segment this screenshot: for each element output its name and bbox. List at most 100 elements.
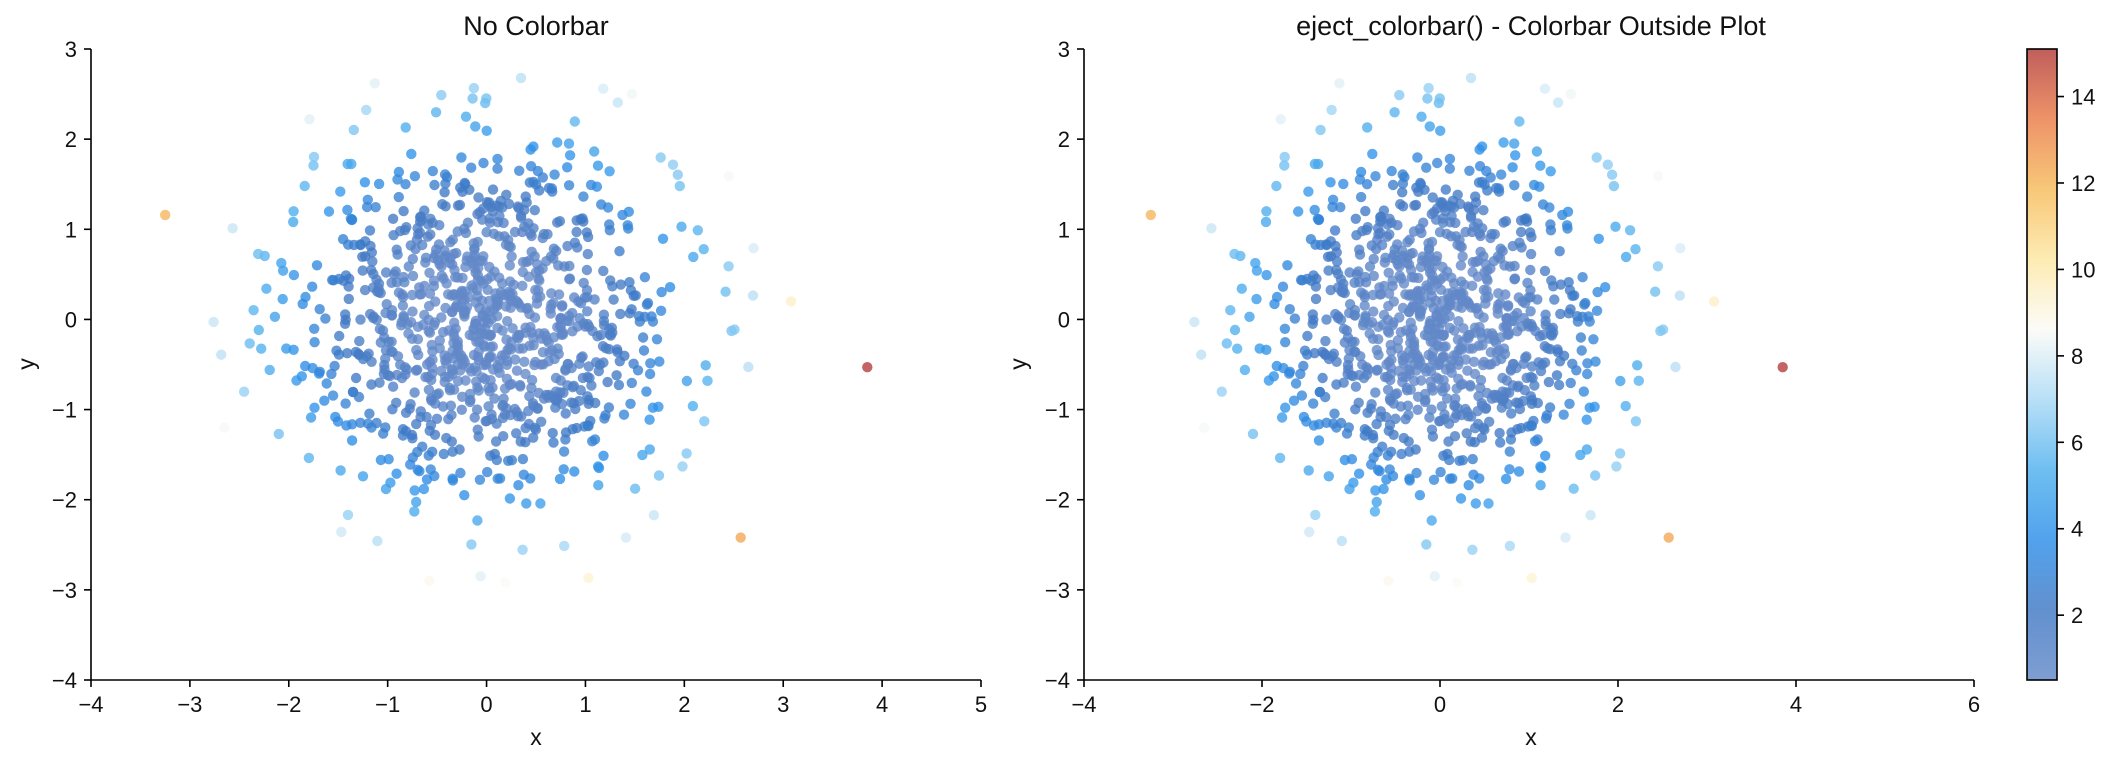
scatter-point — [1591, 305, 1603, 316]
scatter-point — [1476, 141, 1488, 152]
scatter-point — [481, 93, 492, 104]
scatter-point — [1509, 260, 1520, 272]
scatter-point — [1279, 160, 1290, 171]
scatter-point — [560, 434, 571, 445]
scatter-point — [359, 284, 371, 296]
scatter-point — [372, 535, 383, 547]
scatter-point — [667, 159, 679, 170]
scatter-point — [1674, 290, 1686, 301]
scatter-point — [380, 307, 391, 319]
scatter-point — [348, 124, 359, 136]
scatter-point — [1652, 261, 1664, 272]
scatter-point — [474, 474, 486, 485]
scatter-point — [511, 365, 523, 376]
scatter-point — [478, 251, 489, 262]
scatter-point — [456, 152, 467, 163]
scatter-point — [1307, 309, 1319, 320]
scatter-point — [1321, 314, 1332, 325]
scatter-point — [1383, 300, 1394, 312]
scatter-point — [1521, 213, 1532, 224]
scatter-point — [564, 316, 575, 327]
x-tick-label: 2 — [678, 692, 690, 717]
scatter-point — [593, 365, 604, 377]
scatter-point — [1383, 267, 1394, 278]
scatter-point — [1288, 395, 1300, 406]
y-tick-label: 0 — [1058, 307, 1070, 332]
left-chart-title: No Colorbar — [463, 11, 609, 41]
scatter-point — [1403, 436, 1414, 447]
scatter-point — [320, 313, 331, 324]
scatter-point — [528, 141, 539, 152]
scatter-point — [342, 204, 353, 216]
scatter-point — [1225, 305, 1236, 316]
x-tick-label: −3 — [177, 692, 202, 717]
scatter-point — [1435, 125, 1446, 136]
scatter-point — [1416, 111, 1427, 122]
scatter-point — [1444, 454, 1455, 466]
scatter-point — [336, 526, 347, 538]
scatter-point — [1458, 323, 1469, 334]
scatter-point — [448, 337, 459, 349]
scatter-point — [409, 506, 420, 517]
scatter-point — [1571, 365, 1582, 376]
x-tick-label: 4 — [1790, 692, 1802, 717]
scatter-point — [503, 455, 514, 466]
scatter-point — [599, 413, 610, 424]
scatter-point — [269, 311, 281, 322]
scatter-point — [1452, 189, 1463, 200]
scatter-point — [244, 338, 255, 349]
scatter-point — [549, 169, 560, 180]
scatter-point — [1582, 368, 1593, 380]
scatter-point — [297, 298, 308, 310]
scatter-point — [564, 260, 575, 272]
scatter-point — [400, 122, 411, 133]
scatter-point — [692, 225, 703, 236]
scatter-point — [1552, 97, 1564, 108]
scatter-point — [374, 323, 386, 335]
scatter-point — [491, 418, 502, 429]
scatter-point — [526, 246, 537, 257]
scatter-point — [1454, 455, 1465, 466]
scatter-point — [514, 165, 525, 176]
scatter-point — [1525, 264, 1536, 276]
scatter-point — [1514, 403, 1526, 415]
scatter-point — [430, 398, 441, 409]
scatter-point — [723, 261, 734, 272]
scatter-point — [1539, 83, 1551, 94]
scatter-point — [526, 374, 538, 386]
scatter-point — [581, 227, 592, 238]
scatter-point — [1620, 251, 1632, 263]
scatter-point — [1424, 412, 1435, 423]
scatter-point — [1435, 197, 1446, 208]
scatter-point — [1367, 289, 1379, 301]
scatter-point — [1531, 146, 1543, 157]
scatter-point — [475, 571, 486, 582]
scatter-point — [1280, 402, 1291, 413]
scatter-point — [574, 358, 585, 369]
scatter-point — [1553, 379, 1565, 391]
scatter-point — [227, 223, 238, 234]
scatter-point — [1404, 446, 1415, 457]
scatter-point — [1548, 327, 1559, 338]
scatter-point — [567, 307, 578, 319]
scatter-point — [607, 327, 618, 338]
scatter-point — [407, 253, 418, 265]
scatter-point — [425, 229, 436, 240]
scatter-point — [598, 450, 609, 461]
scatter-point — [546, 183, 558, 194]
scatter-point — [1481, 285, 1492, 296]
scatter-point — [748, 243, 759, 254]
scatter-point — [569, 116, 580, 127]
scatter-point — [460, 111, 472, 122]
scatter-point — [1563, 277, 1574, 288]
scatter-point — [552, 137, 563, 148]
scatter-point — [525, 161, 537, 172]
scatter-point — [1558, 409, 1569, 420]
scatter-point — [1325, 284, 1336, 296]
scatter-point — [1444, 153, 1456, 165]
scatter-point — [411, 496, 422, 508]
scatter-point — [308, 160, 319, 171]
scatter-point — [557, 300, 568, 311]
scatter-point — [1451, 383, 1462, 394]
scatter-point — [1460, 354, 1471, 365]
